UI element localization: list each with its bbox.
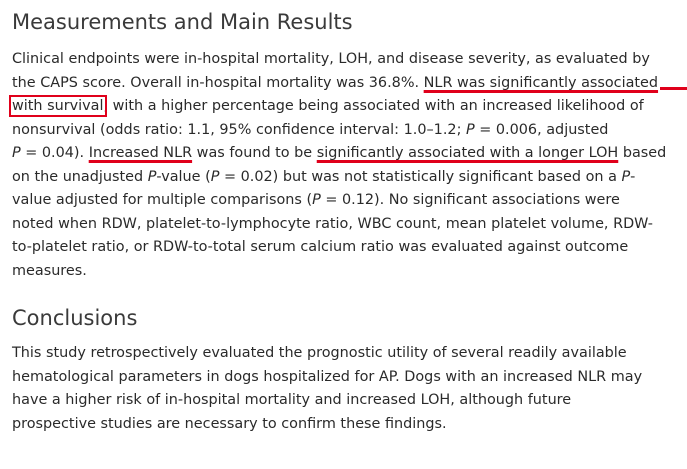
text-line: noted when RDW, platelet-to-lymphocyte r… bbox=[12, 213, 684, 237]
text-segment: , with a higher percentage being associa… bbox=[103, 98, 644, 114]
conclusions-paragraph: This study retrospectively evaluated the… bbox=[12, 342, 684, 436]
highlighted-phrase: NLR was significantly associated bbox=[423, 74, 659, 91]
text-segment: have a higher risk of in-hospital mortal… bbox=[12, 392, 572, 408]
text-segment: based bbox=[618, 145, 667, 161]
text-segment: P bbox=[210, 168, 220, 185]
section-heading-conclusions: Conclusions bbox=[12, 306, 138, 330]
text-line: Clinical endpoints were in-hospital mort… bbox=[12, 48, 684, 72]
boxed-phrase: with survival bbox=[9, 95, 107, 117]
text-line: prospective studies are necessary to con… bbox=[12, 413, 684, 437]
text-segment: This study retrospectively evaluated the… bbox=[12, 345, 627, 361]
text-line: with survival, with a higher percentage … bbox=[9, 95, 684, 119]
text-segment: to-platelet ratio, or RDW-to-total serum… bbox=[12, 239, 629, 255]
text-segment: prospective studies are necessary to con… bbox=[12, 415, 447, 432]
text-segment: measures. bbox=[12, 262, 87, 279]
text-segment: -value ( bbox=[156, 168, 211, 185]
text-segment: - bbox=[630, 168, 636, 185]
text-line: nonsurvival (odds ratio: 1.1, 95% confid… bbox=[12, 119, 684, 143]
text-segment: hematological parameters in dogs hospita… bbox=[12, 368, 643, 385]
text-segment: P bbox=[312, 192, 321, 208]
text-segment: on the unadjusted bbox=[12, 168, 148, 185]
results-paragraph: Clinical endpoints were in-hospital mort… bbox=[9, 48, 687, 284]
text-line: measures. bbox=[12, 260, 684, 284]
text-segment: P bbox=[466, 121, 475, 138]
text-segment: value adjusted for multiple comparisons … bbox=[12, 192, 313, 208]
text-segment: = 0.04). bbox=[20, 145, 89, 161]
text-line: hematological parameters in dogs hospita… bbox=[12, 366, 684, 390]
text-segment: was found to be bbox=[192, 145, 317, 161]
text-segment: noted when RDW, platelet-to-lymphocyte r… bbox=[12, 215, 653, 232]
text-segment: nonsurvival (odds ratio: 1.1, 95% confid… bbox=[12, 121, 466, 138]
text-line: This study retrospectively evaluated the… bbox=[12, 342, 684, 366]
text-line: the CAPS score. Overall in-hospital mort… bbox=[12, 72, 687, 96]
text-segment: P bbox=[621, 168, 631, 185]
underline-extension-mark bbox=[660, 87, 687, 90]
text-segment: Clinical endpoints were in-hospital mort… bbox=[12, 51, 650, 67]
text-segment: = 0.02) but was not statistically signif… bbox=[219, 168, 622, 185]
text-segment: = 0.12). No significant associations wer… bbox=[320, 192, 620, 208]
text-line: P = 0.04). Increased NLR was found to be… bbox=[12, 142, 684, 166]
highlighted-phrase: significantly associated with a longer L… bbox=[316, 145, 619, 161]
text-line: to-platelet ratio, or RDW-to-total serum… bbox=[12, 236, 684, 260]
text-segment: the CAPS score. Overall in-hospital mort… bbox=[12, 74, 424, 91]
text-segment: P bbox=[147, 168, 157, 185]
text-segment: P bbox=[12, 145, 21, 161]
section-heading-results: Measurements and Main Results bbox=[12, 10, 353, 34]
text-line: on the unadjusted P-value (P = 0.02) but… bbox=[12, 166, 684, 190]
text-line: have a higher risk of in-hospital mortal… bbox=[12, 389, 684, 413]
text-line: value adjusted for multiple comparisons … bbox=[12, 189, 684, 213]
text-segment: = 0.006, adjusted bbox=[474, 121, 609, 138]
highlighted-phrase: Increased NLR bbox=[88, 145, 193, 161]
